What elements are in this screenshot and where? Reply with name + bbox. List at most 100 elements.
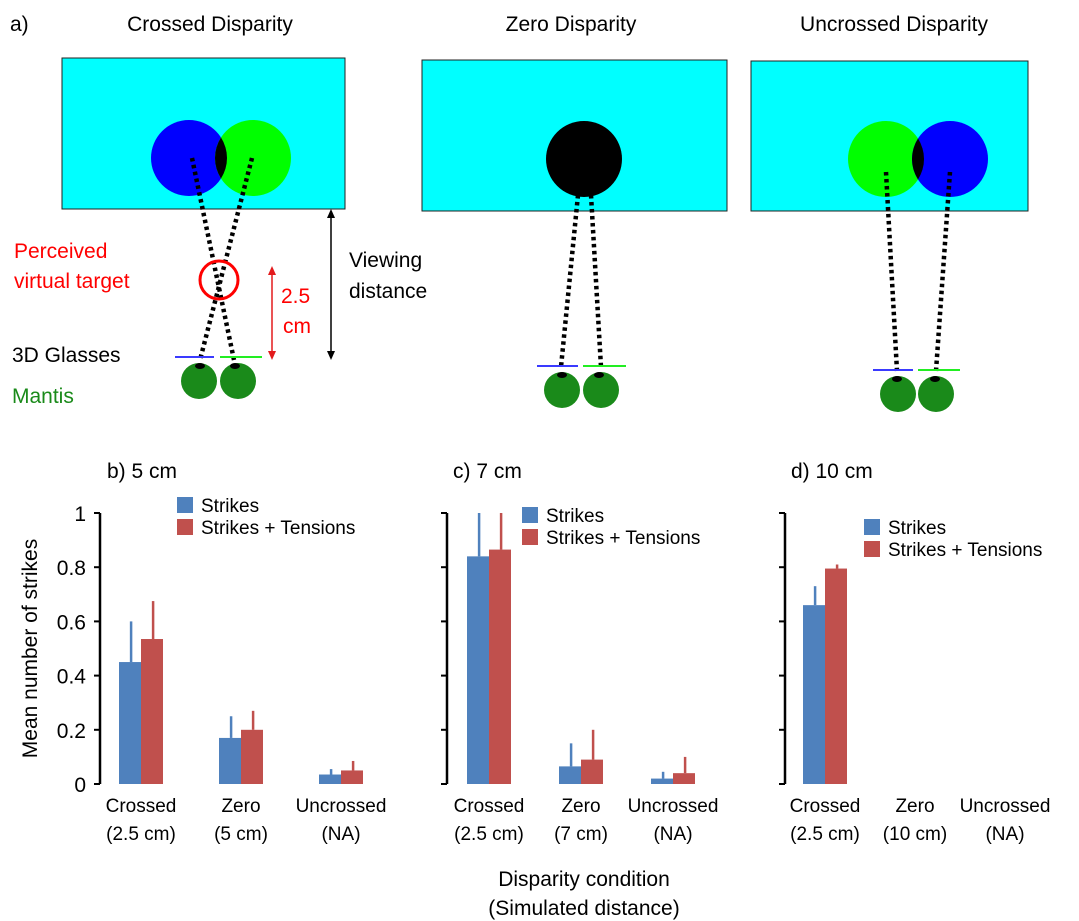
chart-b-title: b) 5 cm bbox=[107, 460, 177, 483]
pupil-right-crossed bbox=[230, 363, 240, 369]
chart-c-7cm: c) 7 cm Crossed (2.5 cm) Zero (7 cm) Uncrosse… bbox=[441, 460, 718, 845]
chart-c-x-tick-label: Uncrossed bbox=[628, 796, 719, 817]
chart-b-x-tick-sublabel: (2.5 cm) bbox=[106, 824, 176, 845]
diagram-uncrossed: Uncrossed Disparity bbox=[750, 13, 1029, 412]
diagram-uncrossed-title: Uncrossed Disparity bbox=[800, 13, 988, 36]
eye-left-crossed bbox=[181, 363, 217, 399]
chart-b-bar-strikes bbox=[319, 774, 341, 784]
chart-d-legend-swatch bbox=[864, 519, 880, 535]
chart-c-legend-label: Strikes + Tensions bbox=[546, 528, 700, 549]
chart-b-y-tick-label: 1 bbox=[74, 503, 86, 526]
distance-arrow-red-head-bottom bbox=[268, 351, 276, 360]
overlap-lens-uncrossed bbox=[911, 138, 925, 180]
chart-d-x-tick-sublabel: (2.5 cm) bbox=[790, 824, 860, 845]
chart-c-bar-strikes bbox=[559, 766, 581, 784]
chart-b-bar-strikes-tensions bbox=[241, 729, 263, 784]
diagram-crossed-title: Crossed Disparity bbox=[127, 13, 293, 36]
chart-d-10cm: d) 10 cm Crossed (2.5 cm) Zero (10 cm) Uncros… bbox=[779, 460, 1050, 845]
chart-b-x-tick-label: Uncrossed bbox=[296, 796, 387, 817]
green-disc-crossed bbox=[215, 120, 291, 196]
panel-a-diagrams: a) Crossed Disparity Perceived virtual t… bbox=[10, 13, 1029, 412]
viewing-label-line2: distance bbox=[349, 280, 427, 303]
chart-b-bar-strikes bbox=[119, 662, 141, 784]
chart-d-x-tick-label: Zero bbox=[895, 796, 934, 817]
chart-c-bar-strikes-tensions bbox=[489, 549, 511, 784]
chart-b-x-tick-label: Crossed bbox=[106, 796, 177, 817]
chart-b-y-tick-label: 0.8 bbox=[57, 557, 86, 580]
chart-d-bar-strikes-tensions bbox=[825, 568, 847, 784]
chart-b-y-tick-label: 0.6 bbox=[57, 611, 86, 634]
pupil-left-crossed bbox=[195, 363, 205, 369]
chart-d-legend-swatch bbox=[864, 541, 880, 557]
chart-d-legend-label: Strikes bbox=[888, 518, 946, 539]
chart-c-x-tick-label: Zero bbox=[561, 796, 600, 817]
panel-a-label: a) bbox=[10, 13, 29, 36]
chart-b-x-tick-label: Zero bbox=[221, 796, 260, 817]
chart-b-legend-label: Strikes + Tensions bbox=[201, 518, 355, 539]
chart-b-y-tick-label: 0.2 bbox=[57, 720, 86, 743]
viewing-arrow-head-top bbox=[327, 209, 335, 218]
chart-b-y-tick-label: 0 bbox=[74, 774, 86, 797]
chart-d-bar-strikes bbox=[803, 605, 825, 784]
shared-xlabel-line2: (Simulated distance) bbox=[488, 897, 679, 920]
chart-b-bar-strikes-tensions bbox=[141, 639, 163, 784]
eye-right-uncrossed bbox=[918, 376, 954, 412]
green-disc-uncrossed bbox=[848, 121, 924, 197]
glasses-label: 3D Glasses bbox=[12, 344, 121, 367]
pupil-left-uncrossed bbox=[892, 376, 902, 382]
diagram-zero: Zero Disparity bbox=[421, 13, 728, 408]
chart-c-x-tick-sublabel: (7 cm) bbox=[554, 824, 608, 845]
diagram-crossed: Crossed Disparity Perceived virtual targ… bbox=[12, 13, 427, 408]
pupil-right-zero bbox=[594, 372, 604, 378]
diagram-zero-title: Zero Disparity bbox=[506, 13, 637, 36]
chart-b-x-tick-sublabel: (NA) bbox=[321, 824, 360, 845]
chart-c-bar-strikes bbox=[651, 778, 673, 784]
eye-right-crossed bbox=[220, 363, 256, 399]
sight-line-right-uncrossed bbox=[933, 171, 953, 372]
chart-c-x-tick-sublabel: (2.5 cm) bbox=[454, 824, 524, 845]
eye-left-uncrossed bbox=[880, 376, 916, 412]
perceived-label-line1: Perceived bbox=[14, 240, 107, 263]
chart-c-title: c) 7 cm bbox=[453, 460, 522, 483]
chart-c-legend-swatch bbox=[522, 529, 538, 545]
chart-c-legend-swatch bbox=[522, 507, 538, 523]
chart-d-x-tick-sublabel: (NA) bbox=[985, 824, 1024, 845]
eye-left-zero bbox=[544, 372, 580, 408]
chart-c-bar-strikes bbox=[467, 556, 489, 784]
chart-b-legend-swatch bbox=[177, 497, 193, 513]
chart-c-x-tick-sublabel: (NA) bbox=[653, 824, 692, 845]
chart-b-legend-label: Strikes bbox=[201, 496, 259, 517]
chart-b-y-tick-label: 0.4 bbox=[57, 666, 87, 689]
blue-disc-crossed bbox=[151, 120, 227, 196]
eye-right-zero bbox=[583, 372, 619, 408]
overlap-lens-crossed bbox=[214, 137, 228, 179]
chart-d-x-tick-label: Crossed bbox=[790, 796, 861, 817]
sight-line-right-zero bbox=[588, 194, 604, 368]
sight-line-left-uncrossed bbox=[883, 171, 900, 372]
perceived-label-line2: virtual target bbox=[14, 270, 130, 293]
shared-xlabel-line1: Disparity condition bbox=[498, 868, 670, 891]
chart-d-legend-label: Strikes + Tensions bbox=[888, 540, 1042, 561]
pupil-right-uncrossed bbox=[930, 376, 940, 382]
chart-c-bar-strikes-tensions bbox=[673, 773, 695, 784]
chart-b-bar-strikes bbox=[219, 737, 241, 784]
viewing-arrow-head-bottom bbox=[327, 351, 335, 360]
distance-unit: cm bbox=[283, 315, 311, 338]
chart-b-x-tick-sublabel: (5 cm) bbox=[214, 824, 268, 845]
black-disc-zero bbox=[546, 121, 622, 197]
chart-b-5cm: b) 5 cm 0 0.2 0.4 0.6 0.8 1 Mean number of stri… bbox=[19, 460, 386, 845]
chart-d-x-tick-sublabel: (10 cm) bbox=[883, 824, 947, 845]
pupil-left-zero bbox=[557, 372, 567, 378]
distance-value: 2.5 bbox=[281, 285, 310, 308]
chart-b-legend-swatch bbox=[177, 519, 193, 535]
chart-c-bar-strikes-tensions bbox=[581, 759, 603, 784]
chart-c-x-tick-label: Crossed bbox=[454, 796, 525, 817]
chart-d-x-tick-label: Uncrossed bbox=[960, 796, 1051, 817]
blue-disc-uncrossed bbox=[912, 121, 988, 197]
chart-b-y-label: Mean number of strikes bbox=[19, 539, 42, 758]
perceived-target-circle bbox=[198, 259, 240, 301]
chart-c-legend-label: Strikes bbox=[546, 506, 604, 527]
mantis-label: Mantis bbox=[12, 385, 74, 408]
viewing-label-line1: Viewing bbox=[349, 249, 422, 272]
